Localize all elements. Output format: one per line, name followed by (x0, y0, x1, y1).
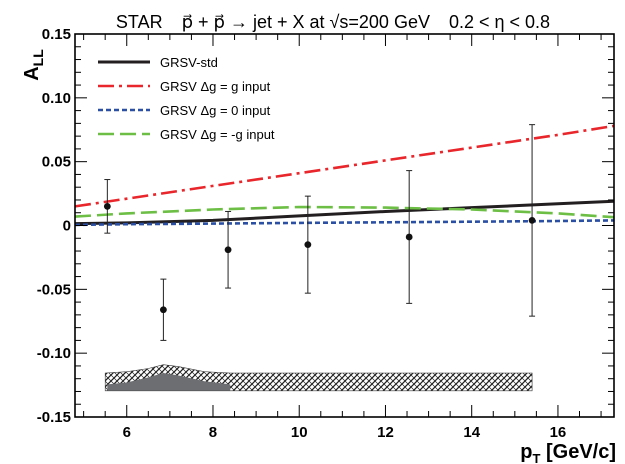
x-tick-label: 12 (377, 424, 394, 441)
systematic-band-solid (107, 373, 231, 391)
data-point-4 (405, 233, 413, 241)
x-axis-title-unit: [GeV/c] (540, 441, 616, 463)
data-point-5 (528, 216, 536, 224)
x-axis-title-main: p (520, 441, 532, 463)
series-line-3 (74, 205, 615, 219)
x-tick-label: 8 (209, 424, 217, 441)
data-point-0 (103, 202, 111, 210)
title-reaction: p⃗ + p⃗ → jet + X at √s=200 GeV (182, 12, 430, 32)
legend: GRSV-std GRSV Δg = g input GRSV Δg = 0 inp… (98, 55, 275, 142)
title-experiment: STAR (116, 12, 163, 32)
title-eta-range: 0.2 < η < 0.8 (449, 12, 550, 32)
y-tick-label: 0.15 (42, 26, 71, 43)
y-axis-title: ALL (21, 49, 46, 81)
y-axis-title-main: A (21, 66, 43, 80)
y-tick-label: -0.15 (37, 409, 71, 426)
y-axis-title-sub: LL (30, 49, 46, 67)
legend-label-2: GRSV Δg = 0 input (160, 103, 271, 118)
data-point-3 (304, 241, 312, 249)
data-point-1 (159, 306, 167, 314)
series-line-1 (74, 124, 615, 208)
y-tick-label: 0.05 (42, 154, 71, 171)
x-tick-label: 6 (123, 424, 131, 441)
legend-label-1: GRSV Δg = g input (160, 79, 271, 94)
x-tick-label: 10 (291, 424, 308, 441)
y-tick-label: 0.10 (42, 90, 71, 107)
y-tick-label: -0.05 (37, 281, 71, 298)
y-tick-label: 0 (63, 218, 71, 235)
data-point-2 (224, 246, 232, 254)
chart-title: STAR p⃗ + p⃗ → jet + X at √s=200 GeV 0.2… (116, 12, 550, 32)
y-tick-label: -0.10 (37, 345, 71, 362)
x-tick-label: 16 (550, 424, 567, 441)
series-line-2 (74, 219, 615, 227)
axis-ticks: 6 8 10 12 14 16 -0.15 -0.10 -0.05 0 0.05 0.10 0.15 (37, 26, 614, 441)
x-axis-title-sub: T (532, 451, 540, 464)
legend-label-3: GRSV Δg = -g input (160, 127, 275, 142)
x-axis-title: pT [GeV/c] (520, 441, 616, 464)
legend-label-0: GRSV-std (160, 55, 218, 70)
plot-frame (74, 33, 615, 418)
x-tick-label: 14 (463, 424, 480, 441)
plot-area (74, 124, 615, 392)
series-line-0 (74, 199, 615, 226)
